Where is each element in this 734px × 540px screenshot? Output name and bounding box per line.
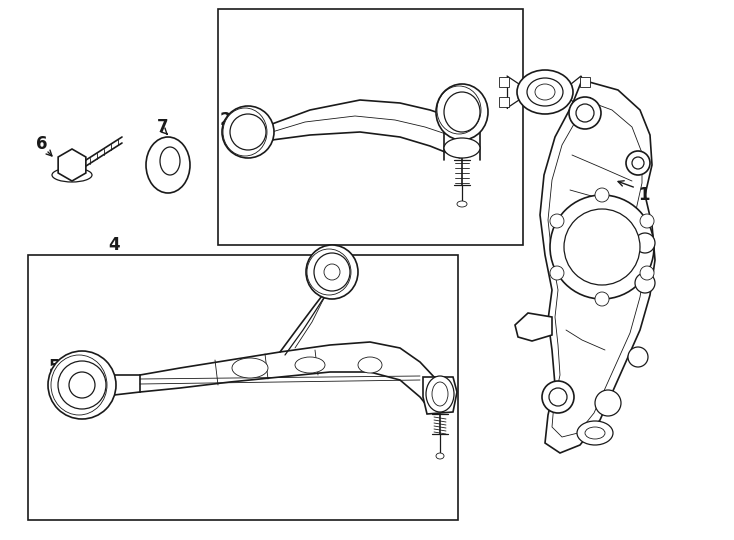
Bar xyxy=(580,77,590,87)
Ellipse shape xyxy=(295,357,325,373)
Text: 6: 6 xyxy=(36,135,48,153)
Ellipse shape xyxy=(444,138,480,158)
Text: 3: 3 xyxy=(548,86,560,104)
Circle shape xyxy=(564,209,640,285)
Ellipse shape xyxy=(222,106,274,158)
Polygon shape xyxy=(423,377,457,414)
Circle shape xyxy=(595,188,609,202)
Ellipse shape xyxy=(232,358,268,378)
Ellipse shape xyxy=(577,421,613,445)
Circle shape xyxy=(324,264,340,280)
Circle shape xyxy=(549,388,567,406)
Circle shape xyxy=(635,273,655,293)
Circle shape xyxy=(576,104,594,122)
Text: 4: 4 xyxy=(108,236,120,254)
Ellipse shape xyxy=(527,78,563,106)
Circle shape xyxy=(550,266,564,280)
Circle shape xyxy=(595,292,609,306)
Circle shape xyxy=(550,195,654,299)
Circle shape xyxy=(635,233,655,253)
Bar xyxy=(218,9,523,245)
Ellipse shape xyxy=(436,84,488,140)
Ellipse shape xyxy=(160,147,180,175)
Ellipse shape xyxy=(436,453,444,459)
Circle shape xyxy=(632,157,644,169)
Ellipse shape xyxy=(585,427,605,439)
Ellipse shape xyxy=(535,84,555,100)
Circle shape xyxy=(542,381,574,413)
Ellipse shape xyxy=(146,137,190,193)
Ellipse shape xyxy=(432,382,448,406)
Bar xyxy=(499,97,509,107)
Circle shape xyxy=(640,214,654,228)
Polygon shape xyxy=(540,80,655,453)
Ellipse shape xyxy=(314,253,350,291)
Ellipse shape xyxy=(230,114,266,150)
Circle shape xyxy=(628,347,648,367)
Ellipse shape xyxy=(306,245,358,299)
Ellipse shape xyxy=(444,92,480,132)
Circle shape xyxy=(595,390,621,416)
Circle shape xyxy=(626,151,650,175)
Text: 7: 7 xyxy=(157,118,169,136)
Polygon shape xyxy=(515,313,552,341)
Ellipse shape xyxy=(52,168,92,182)
Ellipse shape xyxy=(69,372,95,398)
Ellipse shape xyxy=(358,357,382,373)
Ellipse shape xyxy=(457,201,467,207)
Text: 5: 5 xyxy=(49,358,61,376)
Circle shape xyxy=(569,97,601,129)
Bar xyxy=(28,255,458,520)
Circle shape xyxy=(550,214,564,228)
Bar xyxy=(499,77,509,87)
Polygon shape xyxy=(58,149,86,181)
Ellipse shape xyxy=(426,376,454,412)
Text: 1: 1 xyxy=(639,186,650,204)
Ellipse shape xyxy=(58,361,106,409)
Text: 2: 2 xyxy=(219,111,231,129)
Ellipse shape xyxy=(48,351,116,419)
Ellipse shape xyxy=(517,70,573,114)
Bar xyxy=(580,97,590,107)
Circle shape xyxy=(640,266,654,280)
